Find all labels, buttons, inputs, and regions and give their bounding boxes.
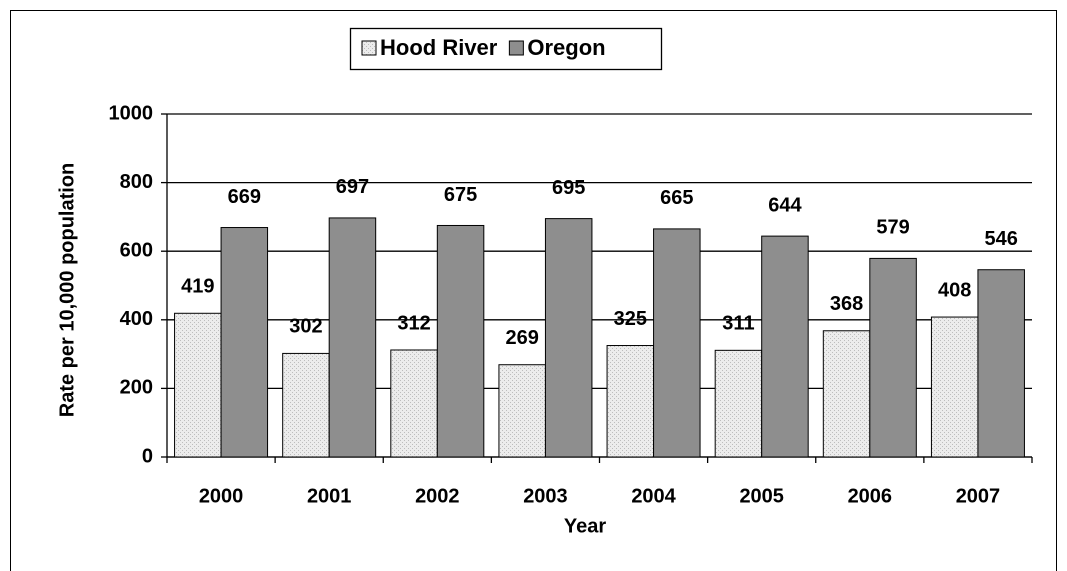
bar: [220, 227, 269, 458]
bar: [390, 349, 438, 458]
legend-swatch: [508, 40, 524, 56]
bar: [761, 235, 809, 458]
legend-label: Hood River: [380, 35, 498, 60]
y-tick-label: 200: [120, 377, 153, 399]
legend-label: Oregon: [527, 35, 605, 60]
x-axis-title: Year: [564, 515, 606, 537]
legend-swatch: [361, 40, 377, 56]
value-label: 311: [722, 313, 754, 335]
bar: [869, 257, 917, 458]
bar: [653, 228, 701, 458]
value-label: 695: [552, 177, 585, 199]
bar: [282, 352, 330, 458]
value-label: 368: [830, 293, 863, 315]
y-tick-label: 800: [120, 171, 153, 193]
y-tick-label: 0: [142, 445, 153, 467]
x-tick-label: 2001: [307, 485, 352, 507]
value-label: 419: [181, 276, 214, 298]
y-axis-title: Rate per 10,000 population: [56, 163, 78, 418]
legend-box: [349, 27, 663, 71]
bar: [606, 345, 655, 458]
value-label: 579: [876, 217, 909, 239]
x-tick-label: 2000: [199, 485, 244, 507]
y-tick-label: 400: [120, 308, 153, 330]
value-label: 697: [336, 176, 369, 198]
x-tick-label: 2004: [631, 485, 676, 507]
y-tick-label: 600: [120, 239, 153, 261]
bar: [977, 269, 1025, 458]
value-label: 675: [444, 184, 477, 206]
value-label: 408: [938, 279, 971, 301]
value-label: 269: [506, 327, 539, 349]
bar: [498, 364, 546, 458]
y-tick-label: 1000: [109, 102, 154, 124]
x-tick-label: 2005: [739, 485, 784, 507]
x-tick-label: 2006: [848, 485, 893, 507]
x-tick-label: 2002: [415, 485, 460, 507]
bar: [544, 218, 593, 458]
bar: [714, 349, 763, 458]
bar: [436, 224, 485, 458]
value-label: 325: [614, 308, 647, 330]
bar: [930, 316, 979, 458]
bar: [174, 312, 222, 458]
bar: [328, 217, 377, 458]
value-label: 644: [768, 194, 802, 216]
x-tick-label: 2007: [956, 485, 1001, 507]
x-tick-label: 2003: [523, 485, 568, 507]
value-label: 312: [397, 312, 430, 334]
value-label: 302: [289, 316, 322, 338]
value-label: 546: [985, 228, 1018, 250]
value-label: 669: [228, 186, 261, 208]
bar: [822, 330, 871, 458]
value-label: 665: [660, 187, 693, 209]
